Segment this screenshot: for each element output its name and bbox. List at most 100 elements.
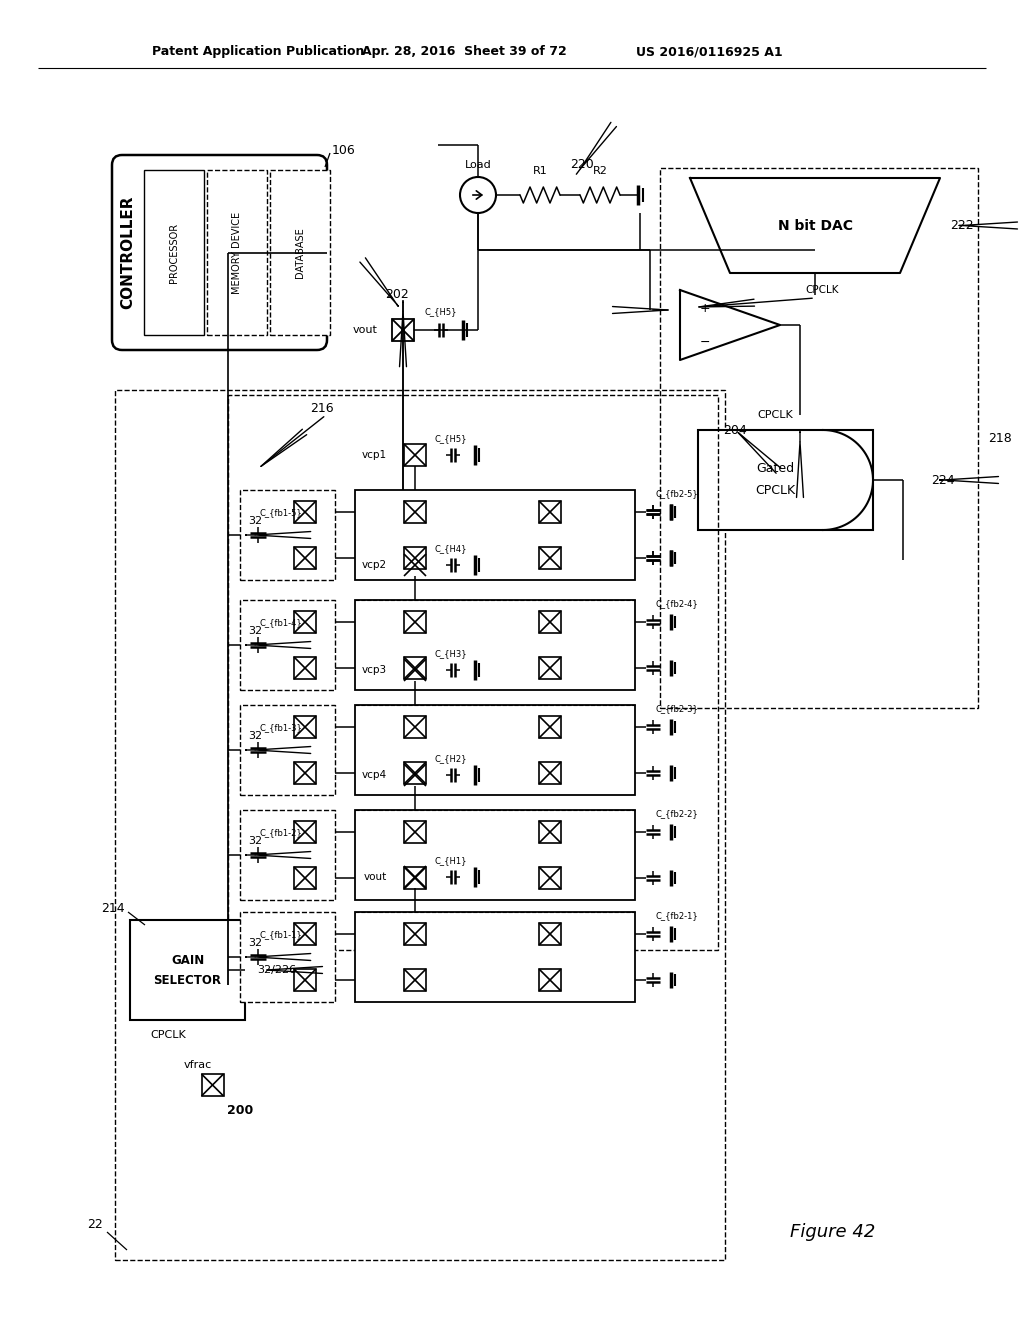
Text: C_{H4}: C_{H4}	[435, 544, 467, 553]
Bar	[294, 715, 316, 738]
Bar	[355, 601, 635, 690]
Bar	[404, 546, 426, 569]
Bar	[294, 762, 316, 784]
Bar	[202, 1074, 223, 1096]
Text: 220: 220	[570, 158, 594, 172]
Text: vcp3: vcp3	[361, 665, 387, 675]
Bar	[539, 502, 561, 523]
Bar	[240, 601, 335, 690]
Bar	[294, 546, 316, 569]
Bar	[270, 170, 330, 335]
Text: 204: 204	[723, 424, 746, 437]
Text: CONTROLLER: CONTROLLER	[121, 195, 135, 309]
Text: vcp2: vcp2	[361, 560, 387, 570]
Bar	[294, 969, 316, 991]
Text: C_{H3}: C_{H3}	[434, 649, 467, 659]
Text: C_{H2}: C_{H2}	[435, 755, 467, 763]
Bar	[404, 502, 426, 523]
Text: vfrac: vfrac	[183, 1060, 212, 1071]
Text: 106: 106	[332, 144, 355, 157]
FancyBboxPatch shape	[112, 154, 327, 350]
Text: N bit DAC: N bit DAC	[777, 219, 853, 232]
Text: Patent Application Publication: Patent Application Publication	[152, 45, 365, 58]
Bar	[294, 923, 316, 945]
Bar	[660, 168, 978, 708]
Text: C_{H1}: C_{H1}	[435, 857, 467, 866]
Text: R1: R1	[532, 166, 548, 176]
Text: SELECTOR: SELECTOR	[154, 974, 221, 986]
Bar	[130, 920, 245, 1020]
Text: C_{fb1-1}: C_{fb1-1}	[260, 931, 303, 940]
Text: C_{fb1-5}: C_{fb1-5}	[260, 508, 303, 517]
Bar	[539, 969, 561, 991]
Circle shape	[460, 177, 496, 213]
Text: 200: 200	[227, 1104, 254, 1117]
Text: PROCESSOR: PROCESSOR	[169, 223, 179, 282]
Bar	[207, 170, 267, 335]
Bar	[404, 764, 426, 785]
Bar	[539, 546, 561, 569]
Bar	[355, 490, 635, 579]
Polygon shape	[680, 290, 780, 360]
Text: vout: vout	[364, 873, 387, 882]
Bar	[404, 762, 426, 784]
Polygon shape	[690, 178, 940, 273]
Bar	[392, 319, 414, 341]
Bar	[404, 867, 426, 888]
Bar	[240, 705, 335, 795]
Text: CPCLK: CPCLK	[805, 285, 839, 294]
Text: CPCLK: CPCLK	[150, 1030, 185, 1040]
Bar	[539, 923, 561, 945]
Text: Apr. 28, 2016  Sheet 39 of 72: Apr. 28, 2016 Sheet 39 of 72	[362, 45, 566, 58]
Text: +: +	[699, 301, 711, 314]
Text: C_{H5}: C_{H5}	[425, 308, 458, 317]
Bar	[355, 912, 635, 1002]
Bar	[404, 969, 426, 991]
Text: C_{fb2-1}: C_{fb2-1}	[655, 912, 697, 920]
Bar	[539, 657, 561, 678]
Text: 32: 32	[248, 626, 262, 636]
Text: Figure 42: Figure 42	[790, 1224, 876, 1241]
Bar	[404, 444, 426, 466]
Text: GAIN: GAIN	[171, 953, 204, 966]
Bar	[240, 810, 335, 900]
Text: 32: 32	[248, 836, 262, 846]
Bar	[355, 810, 635, 900]
Text: vcp1: vcp1	[361, 450, 387, 459]
Text: C_{H5}: C_{H5}	[435, 434, 467, 444]
Text: Load: Load	[465, 160, 492, 170]
Bar	[539, 867, 561, 888]
Text: C_{fb2-2}: C_{fb2-2}	[655, 809, 697, 818]
Text: R2: R2	[593, 166, 607, 176]
Bar	[404, 715, 426, 738]
Bar	[539, 821, 561, 843]
Bar	[355, 705, 635, 795]
Text: MEMORY DEVICE: MEMORY DEVICE	[232, 211, 242, 293]
Bar	[404, 923, 426, 945]
Text: 218: 218	[988, 432, 1012, 445]
Bar	[404, 866, 426, 888]
Text: 224: 224	[931, 474, 954, 487]
Text: C_{fb2-5}: C_{fb2-5}	[655, 490, 697, 499]
Text: vcp4: vcp4	[361, 770, 387, 780]
Bar	[294, 867, 316, 888]
Polygon shape	[823, 430, 873, 531]
Bar	[240, 490, 335, 579]
Text: CPCLK: CPCLK	[758, 411, 794, 420]
Text: 32: 32	[248, 939, 262, 948]
Bar	[404, 554, 426, 576]
Text: 32: 32	[248, 731, 262, 741]
Bar	[539, 762, 561, 784]
Bar	[115, 389, 725, 1261]
Text: DATABASE: DATABASE	[295, 227, 305, 279]
Bar	[404, 821, 426, 843]
Text: CPCLK: CPCLK	[756, 483, 796, 496]
Text: US 2016/0116925 A1: US 2016/0116925 A1	[636, 45, 782, 58]
Bar	[539, 715, 561, 738]
Bar	[404, 611, 426, 634]
Text: −: −	[699, 335, 711, 348]
Bar	[404, 657, 426, 678]
Bar	[539, 611, 561, 634]
Text: C_{fb1-3}: C_{fb1-3}	[260, 723, 303, 733]
Text: C_{fb1-4}: C_{fb1-4}	[260, 619, 303, 627]
